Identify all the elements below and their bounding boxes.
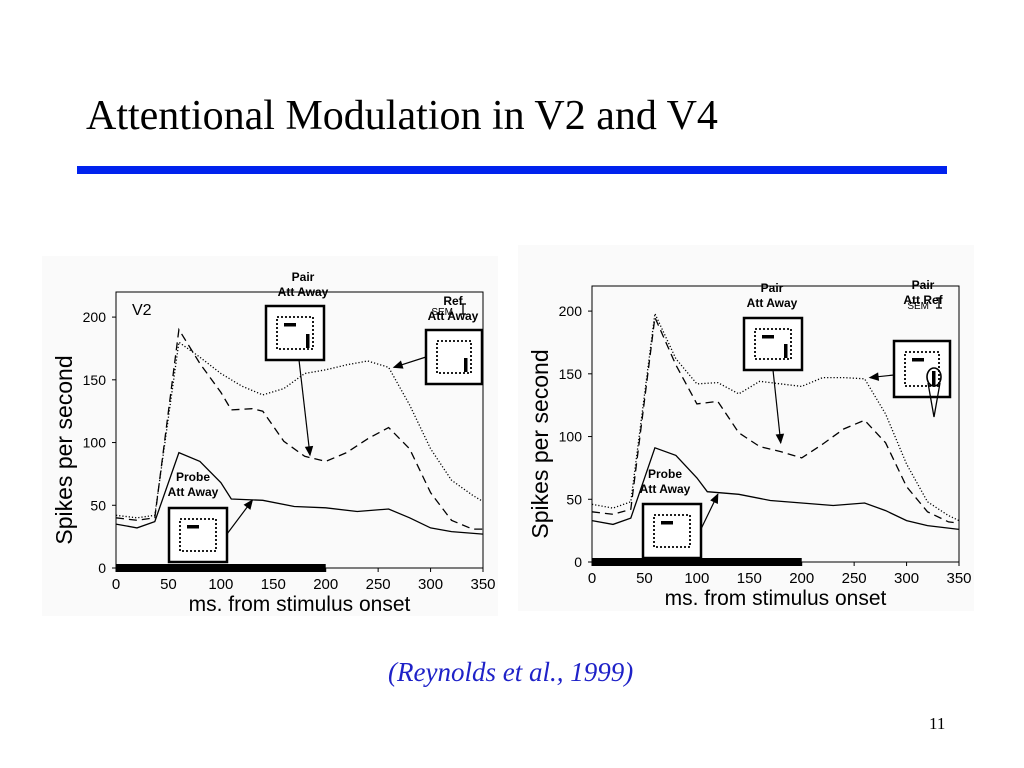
slide-title: Attentional Modulation in V2 and V4 [86, 93, 718, 139]
y-tick-label: 100 [83, 435, 107, 451]
v2-figure-panel: 0 50 100 150 200 250 300 350 0 50 100 150 200 ms. fro… [42, 256, 498, 616]
y-tick-label: 0 [98, 560, 106, 576]
y-tick-label: 150 [83, 372, 107, 388]
attention-spotlight [926, 367, 942, 387]
v4-figure-panel: 0 50 100 150 200 250 300 350 0 50 100 150 200 ms. fro… [518, 245, 974, 611]
callout-label: Pair [912, 278, 935, 292]
sem-label: SEM [431, 307, 453, 318]
x-axis-label: ms. from stimulus onset [189, 593, 411, 616]
callout-label: Pair [292, 270, 315, 284]
callout-label: Ref [443, 294, 463, 308]
receptive-field-outline [653, 514, 691, 548]
stimulus-icon [167, 506, 229, 564]
stimulus-icon [742, 316, 804, 372]
stimulus-icon-frame [167, 506, 229, 564]
x-tick-label: 50 [636, 570, 653, 587]
callout-arrowhead [775, 433, 785, 445]
probe-bar-mark [661, 521, 673, 525]
callout-arrowhead [392, 360, 404, 369]
series-line [115, 451, 484, 535]
callout-label: Att Away [278, 285, 329, 299]
y-tick-label: 200 [559, 303, 583, 319]
x-tick-label: 200 [789, 570, 814, 587]
y-tick-label: 50 [566, 491, 582, 507]
receptive-field-outline [276, 316, 314, 350]
stimulus-icon-frame [641, 502, 703, 560]
stimulus-icon [264, 304, 326, 362]
series-line [591, 446, 960, 531]
x-tick-label: 250 [842, 570, 867, 587]
y-tick-label: 100 [559, 429, 583, 445]
reference-bar-mark [464, 358, 468, 372]
y-tick-label: 0 [574, 554, 582, 570]
title-rule [77, 166, 947, 174]
x-tick-label: 200 [313, 576, 338, 593]
stimulus-icon-frame [264, 304, 326, 362]
callout-arrowhead [710, 493, 719, 504]
receptive-field-outline [436, 340, 472, 374]
probe-bar-mark [912, 358, 924, 362]
callout-arrowhead [868, 372, 880, 381]
reference-bar-mark [306, 334, 310, 348]
y-axis-label: Spikes per second [527, 349, 553, 538]
stimulus-icon-frame [424, 328, 484, 386]
page-number: 11 [929, 714, 946, 733]
x-tick-label: 150 [261, 576, 286, 593]
reference-bar-mark [932, 371, 936, 385]
series-line [115, 327, 483, 530]
callout-label: Probe [176, 470, 210, 484]
attention-cone [927, 382, 941, 418]
callout-label: Att Away [168, 485, 219, 499]
citation: (Reynolds et al., 1999) [388, 657, 634, 687]
stimulus-icon [424, 328, 484, 386]
sem-label: SEM [907, 301, 929, 312]
callout-arrow [298, 359, 311, 456]
x-tick-label: 250 [366, 576, 391, 593]
y-tick-label: 150 [559, 366, 583, 382]
stimulus-icon [641, 502, 703, 560]
reference-bar-mark [784, 344, 788, 358]
x-tick-label: 300 [418, 576, 443, 593]
probe-bar-mark [762, 335, 774, 339]
x-tick-label: 350 [470, 576, 495, 593]
y-tick-label: 50 [90, 497, 106, 513]
x-tick-label: 300 [894, 570, 919, 587]
x-tick-label: 150 [737, 570, 762, 587]
callout-label: Att Ref [903, 293, 943, 307]
receptive-field-outline [754, 328, 792, 360]
receptive-field-outline [904, 351, 940, 387]
x-tick-label: 350 [946, 570, 971, 587]
callout-label: Att Away [428, 309, 479, 323]
x-tick-label: 0 [588, 570, 596, 587]
x-tick-label: 100 [684, 570, 709, 587]
x-tick-label: 0 [112, 576, 120, 593]
probe-bar-mark [187, 525, 199, 529]
stimulus-icon-frame [892, 339, 952, 399]
stimulus-icon-frame [742, 316, 804, 372]
callout-label: Pair [761, 281, 784, 295]
chart-title: V2 [132, 302, 152, 319]
x-tick-label: 100 [208, 576, 233, 593]
x-axis-label: ms. from stimulus onset [665, 587, 887, 610]
callout-label: Att Away [640, 482, 691, 496]
series-line [591, 314, 960, 524]
callout-arrowhead [243, 499, 254, 510]
callout-arrowhead [304, 445, 314, 457]
probe-bar-mark [284, 323, 296, 327]
callout-arrow [772, 369, 782, 443]
y-axis-label: Spikes per second [51, 355, 77, 544]
receptive-field-outline [179, 518, 217, 552]
callout-label: Probe [648, 467, 682, 481]
stimulus-icon [892, 339, 952, 418]
callout-label: Att Away [747, 296, 798, 310]
y-tick-label: 200 [83, 309, 107, 325]
x-tick-label: 50 [160, 576, 177, 593]
